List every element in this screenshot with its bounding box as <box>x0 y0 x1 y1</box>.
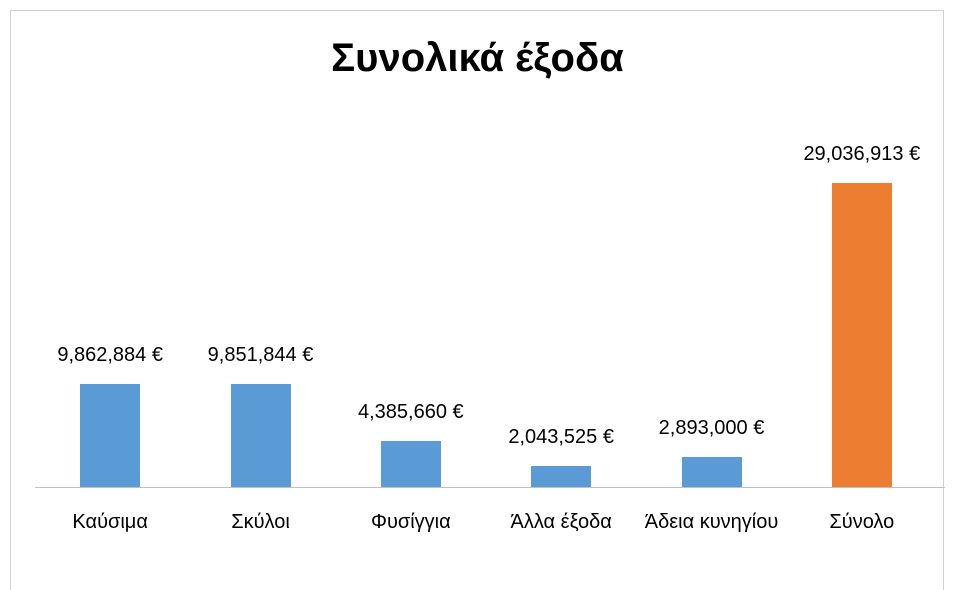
x-tick-label: Σκύλοι <box>231 511 290 533</box>
bar <box>531 465 592 487</box>
x-tick-label: Άδεια κυνηγίου <box>644 511 779 533</box>
bar <box>681 456 742 487</box>
x-axis-line <box>35 487 945 488</box>
data-label: 4,385,660 € <box>358 401 464 424</box>
data-label: 9,862,884 € <box>57 343 163 366</box>
bar <box>380 441 441 487</box>
bar <box>831 183 892 487</box>
x-tick-label: Άλλα έξοδα <box>510 511 612 533</box>
data-label: 9,851,844 € <box>207 343 314 366</box>
x-tick-label: Καύσιμα <box>72 511 148 533</box>
chart-title: Συνολικά έξοδα <box>331 36 624 80</box>
data-label: 2,893,000 € <box>658 416 765 439</box>
data-label: 29,036,913 € <box>803 143 921 166</box>
chart-frame <box>10 10 944 590</box>
bar <box>230 383 291 487</box>
bar <box>80 383 141 487</box>
x-tick-label: Σύνολο <box>829 511 895 533</box>
data-label: 2,043,525 € <box>508 425 614 448</box>
x-tick-label: Φυσίγγια <box>370 511 451 533</box>
